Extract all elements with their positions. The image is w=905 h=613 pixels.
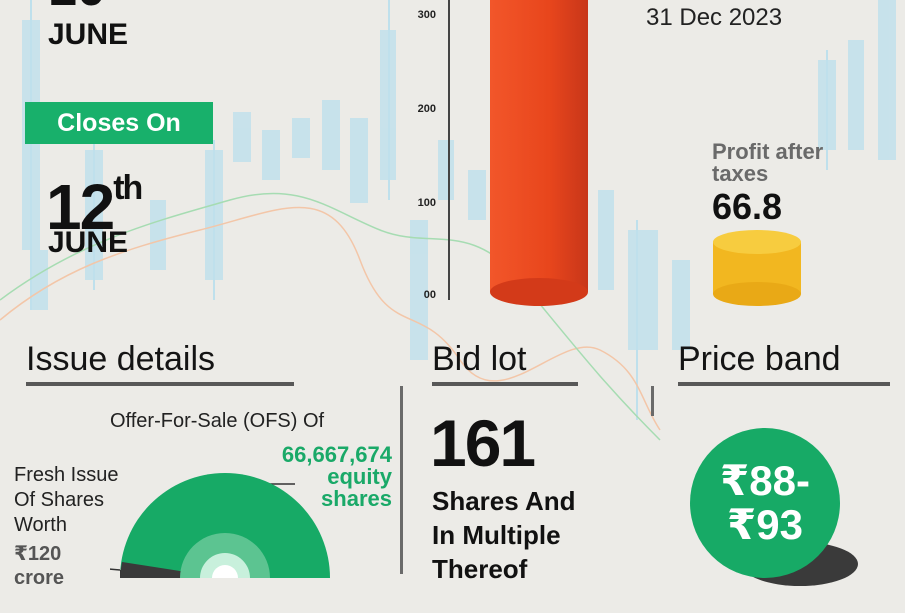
bid-lot-underline — [432, 382, 578, 386]
ofs-label: Offer-For-Sale (OFS) Of — [110, 410, 325, 432]
price-band-badge: ₹88- ₹93 — [690, 428, 840, 578]
issue-details-title: Issue details — [26, 340, 215, 378]
bid-lot-desc-line3: Thereof — [432, 554, 528, 584]
fresh-amount: ₹120 — [14, 543, 62, 565]
ofs-shares-block: 66,667,674 equity shares — [240, 444, 392, 510]
price-band-line2: ₹93 — [727, 501, 803, 548]
price-band-line1: ₹88- — [720, 457, 810, 504]
fresh-amount-block: ₹120 crore — [14, 542, 64, 590]
ofs-unit-line2: shares — [321, 486, 392, 511]
tick-200: 200 — [417, 103, 436, 115]
divider-2 — [651, 386, 654, 416]
opens-day: 10 — [48, 0, 106, 18]
price-band-underline — [678, 382, 890, 386]
bid-lot-desc-line1: Shares And — [432, 486, 576, 516]
closes-on-badge: Closes On — [25, 102, 213, 144]
fresh-unit: crore — [14, 567, 65, 589]
bid-lot-title: Bid lot — [432, 340, 527, 378]
fresh-issue-label: Fresh Issue Of Shares Worth — [14, 463, 118, 538]
profit-value: 66.8 — [712, 186, 783, 227]
tick-100: 100 — [417, 197, 436, 209]
closes-date: 12th — [46, 152, 143, 243]
ofs-shares: 66,667,674 — [281, 442, 392, 467]
tick-300: 300 — [417, 9, 436, 21]
financials-period: 31 Dec 2023 — [646, 4, 783, 31]
issue-semicircle-chart — [110, 473, 330, 578]
opens-month: JUNE — [48, 18, 129, 51]
profit-cylinder — [713, 230, 801, 306]
chart-y-axis — [448, 0, 450, 300]
bid-lot-desc: Shares And In Multiple Thereof — [432, 484, 576, 586]
closes-day: 12 — [46, 171, 115, 243]
price-band-title: Price band — [678, 340, 841, 378]
revenue-cylinder — [490, 0, 588, 306]
profit-label: Profit after taxes — [712, 141, 823, 185]
tick-0: 00 — [423, 289, 436, 301]
closes-day-suffix: th — [113, 169, 143, 207]
ofs-unit-line1: equity — [327, 464, 392, 489]
profit-label-line1: Profit after — [712, 139, 824, 164]
bid-lot-value: 161 — [430, 406, 536, 480]
issue-details-underline — [26, 382, 294, 386]
profit-label-line2: taxes — [712, 161, 769, 186]
divider-1 — [400, 386, 403, 574]
fresh-line3: Worth — [14, 514, 67, 536]
fresh-line1: Fresh Issue — [14, 464, 119, 486]
closes-month: JUNE — [48, 226, 129, 259]
bid-lot-desc-line2: In Multiple — [432, 520, 561, 550]
fresh-line2: Of Shares — [14, 489, 105, 511]
financials-chart: 300 200 100 00 31 Dec 2023 Profit after … — [400, 0, 880, 320]
